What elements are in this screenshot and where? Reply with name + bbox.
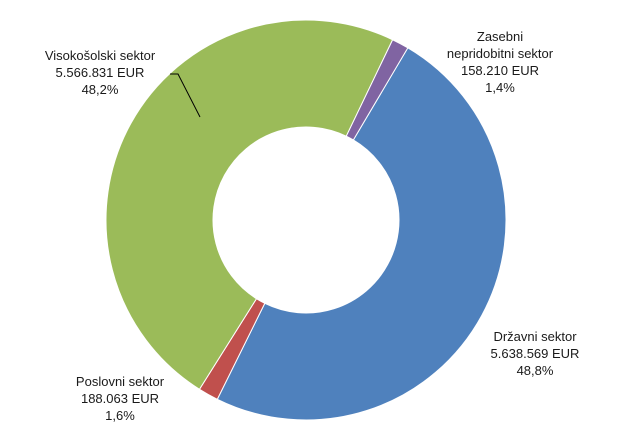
label-drzavni-percent: 48,8% xyxy=(516,363,554,378)
label-visokosolski-percent: 48,2% xyxy=(81,82,119,97)
label-visokosolski-amount: 5.566.831 EUR xyxy=(55,65,145,80)
label-zasebni-name-1: Zasebni xyxy=(476,29,524,44)
label-drzavni-name: Državni sektor xyxy=(493,329,577,344)
label-visokosolski: Visokošolski sektor 5.566.831 EUR 48,2% xyxy=(30,47,170,98)
label-zasebni: Zasebni nepridobitni sektor 158.210 EUR … xyxy=(430,28,570,96)
label-poslovni-percent: 1,6% xyxy=(105,408,135,423)
label-poslovni: Poslovni sektor 188.063 EUR 1,6% xyxy=(50,373,190,424)
label-visokosolski-name: Visokošolski sektor xyxy=(44,48,156,63)
label-drzavni: Državni sektor 5.638.569 EUR 48,8% xyxy=(465,328,605,379)
slice-visokosolski xyxy=(105,19,394,390)
label-poslovni-amount: 188.063 EUR xyxy=(80,391,160,406)
label-zasebni-name-2: nepridobitni sektor xyxy=(446,46,554,61)
label-drzavni-amount: 5.638.569 EUR xyxy=(490,346,580,361)
label-zasebni-percent: 1,4% xyxy=(485,80,515,95)
slice-drzavni xyxy=(216,47,507,421)
slice-zasebni xyxy=(345,39,409,141)
label-zasebni-amount: 158.210 EUR xyxy=(460,63,540,78)
leader-line-visokosolski-path xyxy=(170,73,201,118)
label-poslovni-name: Poslovni sektor xyxy=(75,374,165,389)
